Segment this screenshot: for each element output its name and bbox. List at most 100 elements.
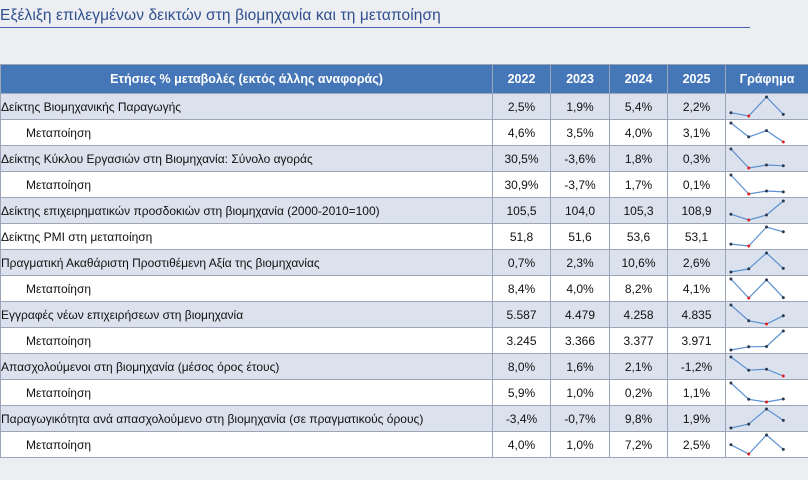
sparkline-point — [729, 212, 733, 216]
cell-value-2024: 1,7% — [609, 171, 668, 198]
sparkline-chart — [729, 355, 785, 378]
page-title: Εξέλιξη επιλεγμένων δεικτών στη βιομηχαν… — [0, 7, 441, 24]
cell-value-2025: 4,1% — [667, 275, 726, 302]
cell-value-2024: 0,2% — [609, 379, 668, 406]
cell-value-2025: 2,5% — [667, 431, 726, 458]
cell-value-2022: -3,4% — [492, 405, 551, 432]
sparkline-point — [747, 267, 751, 271]
cell-value-2024: 3.377 — [609, 327, 668, 354]
sparkline-point — [781, 140, 785, 144]
sparkline-chart — [729, 381, 785, 404]
sparkline-chart — [729, 251, 785, 274]
sparkline-line — [730, 226, 784, 247]
sparkline-point — [747, 422, 751, 426]
sparkline-point — [765, 225, 768, 229]
sparkline-point — [729, 443, 733, 447]
cell-value-2023: 3.366 — [550, 327, 610, 354]
sparkline-point — [747, 296, 751, 300]
cell-value-2025: 1,9% — [667, 405, 726, 432]
cell-value-2022: 2,5% — [492, 93, 551, 120]
sparkline-point — [781, 112, 785, 116]
row-label: Μεταποίηση — [0, 275, 493, 302]
cell-value-2025: 108,9 — [667, 197, 726, 224]
cell-value-2023: 1,0% — [550, 379, 610, 406]
header-year-2022: 2022 — [492, 64, 551, 94]
header-graph: Γράφημα — [725, 64, 808, 94]
indicators-table: Ετήσιες % μεταβολές (εκτός άλλης αναφορά… — [0, 64, 808, 458]
header-label: Ετήσιες % μεταβολές (εκτός άλλης αναφορά… — [0, 64, 493, 94]
sparkline-point — [765, 163, 768, 167]
sparkline-line — [730, 330, 784, 351]
table-body: Δείκτης Βιομηχανικής Παραγωγής 2,5% 1,9% 5,… — [0, 93, 808, 458]
sparkline-cell — [725, 93, 808, 120]
cell-value-2023: 3,5% — [550, 119, 610, 146]
table-row: Εγγραφές νέων επιχειρήσεων στη βιομηχανί… — [0, 301, 808, 328]
sparkline-point — [765, 251, 768, 255]
sparkline-cell — [725, 379, 808, 406]
sparkline-line — [730, 96, 784, 117]
cell-value-2023: -3,7% — [550, 171, 610, 198]
cell-value-2023: 1,9% — [550, 93, 610, 120]
sparkline-chart — [729, 407, 785, 430]
row-label: Απασχολούμενοι στη βιομηχανία (μέσος όρο… — [0, 353, 493, 380]
cell-value-2022: 51,8 — [492, 223, 551, 250]
row-label: Μεταποίηση — [0, 119, 493, 146]
sparkline-chart — [729, 433, 785, 456]
sparkline-point — [747, 452, 751, 456]
row-label: Δείκτης επιχειρηματικών προσδοκιών στη β… — [0, 197, 493, 224]
header-year-2023: 2023 — [550, 64, 610, 94]
sparkline-point — [781, 329, 785, 333]
sparkline-chart — [729, 225, 785, 248]
sparkline-point — [765, 95, 768, 99]
cell-value-2023: 2,3% — [550, 249, 610, 276]
row-label: Εγγραφές νέων επιχειρήσεων στη βιομηχανί… — [0, 301, 493, 328]
sparkline-point — [781, 397, 785, 401]
sparkline-point — [781, 418, 785, 422]
cell-value-2024: 2,1% — [609, 353, 668, 380]
sparkline-point — [747, 114, 751, 118]
cell-value-2023: 4,0% — [550, 275, 610, 302]
cell-value-2022: 8,4% — [492, 275, 551, 302]
cell-value-2022: 4,0% — [492, 431, 551, 458]
sparkline-cell — [725, 249, 808, 276]
cell-value-2022: 8,0% — [492, 353, 551, 380]
sparkline-point — [765, 322, 768, 326]
sparkline-line — [730, 174, 784, 195]
sparkline-chart — [729, 303, 785, 326]
sparkline-line — [730, 434, 784, 455]
sparkline-point — [747, 345, 751, 349]
sparkline-cell — [725, 327, 808, 354]
table-row: Πραγματική Ακαθάριστη Προστιθέμενη Αξία … — [0, 249, 808, 276]
header-year-2024: 2024 — [609, 64, 668, 94]
cell-value-2022: 5,9% — [492, 379, 551, 406]
sparkline-line — [730, 252, 784, 273]
sparkline-point — [729, 348, 733, 352]
sparkline-point — [747, 319, 751, 323]
cell-value-2024: 7,2% — [609, 431, 668, 458]
cell-value-2022: 5.587 — [492, 301, 551, 328]
title-underline — [0, 27, 750, 28]
sparkline-point — [747, 368, 751, 372]
cell-value-2025: 3.971 — [667, 327, 726, 354]
table-row: Μεταποίηση 3.245 3.366 3.377 3.971 — [0, 327, 808, 354]
cell-value-2024: 105,3 — [609, 197, 668, 224]
sparkline-cell — [725, 171, 808, 198]
sparkline-point — [729, 355, 733, 359]
cell-value-2024: 5,4% — [609, 93, 668, 120]
cell-value-2024: 4.258 — [609, 301, 668, 328]
sparkline-chart — [729, 147, 785, 170]
sparkline-point — [765, 345, 768, 348]
sparkline-point — [781, 230, 785, 234]
sparkline-point — [765, 278, 768, 282]
cell-value-2024: 1,8% — [609, 145, 668, 172]
row-label: Μεταποίηση — [0, 431, 493, 458]
cell-value-2025: 3,1% — [667, 119, 726, 146]
table-header-row: Ετήσιες % μεταβολές (εκτός άλλης αναφορά… — [0, 64, 808, 94]
cell-value-2024: 10,6% — [609, 249, 668, 276]
sparkline-point — [729, 242, 733, 246]
cell-value-2025: 0,1% — [667, 171, 726, 198]
sparkline-point — [765, 433, 768, 437]
sparkline-point — [729, 173, 733, 177]
cell-value-2025: 4.835 — [667, 301, 726, 328]
